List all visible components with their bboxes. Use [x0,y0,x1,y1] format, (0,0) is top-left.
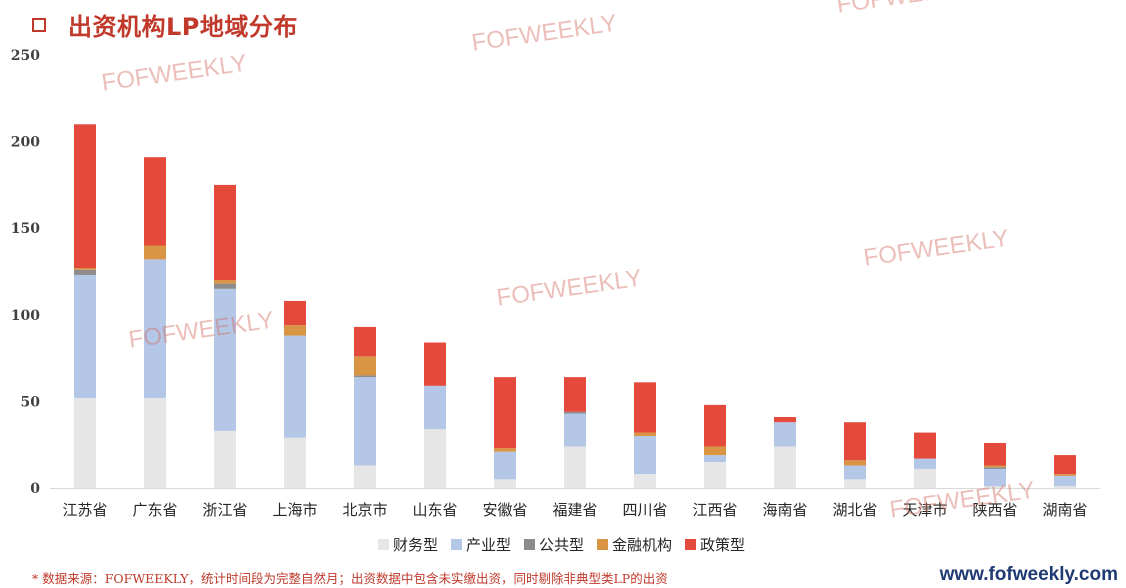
x-tick-label: 海南省 [762,501,807,519]
bar-segment [564,413,586,447]
bar-segment [914,468,936,488]
bar-segment [844,465,866,480]
x-tick-label: 上海市 [272,501,317,519]
bar-segment [634,382,656,433]
bar-segment [214,280,236,284]
legend-swatch [524,539,535,550]
bar-segment [354,326,376,357]
bar-segment [774,416,796,423]
bar-segment [984,486,1006,488]
legend-swatch [378,539,389,550]
x-tick-label: 天津市 [902,501,947,519]
bar-segment [564,411,586,414]
bar-segment [354,465,376,488]
bar-segment [984,467,1006,469]
bar-segment [564,446,586,488]
x-tick-label: 浙江省 [202,501,247,519]
legend-label: 财务型 [393,536,438,554]
bar-segment [214,288,236,431]
bar-segment [74,269,96,275]
bar-segment [74,397,96,488]
bar-segment [284,325,306,336]
x-tick-label: 湖北省 [832,501,877,519]
bar-segment [774,446,796,488]
bar-segment [1054,486,1076,488]
x-tick-label: 安徽省 [482,501,527,519]
bar-segment [634,432,656,437]
x-tick-label: 江西省 [692,501,737,519]
legend-label: 金融机构 [612,536,672,554]
y-tick-label: 50 [21,394,41,410]
bar-segment [844,422,866,461]
bar-segment [914,458,936,469]
bar-segment [984,465,1006,468]
bar-segment [354,377,376,466]
bar-segment [144,397,166,488]
x-tick-label: 山东省 [412,501,457,519]
bar-segment [704,404,726,447]
bar-segment [74,124,96,269]
x-tick-label: 陕西省 [972,501,1017,519]
x-tick-label: 江苏省 [62,501,107,519]
bar-segment [494,448,516,452]
bar-segment [984,468,1006,487]
bar-segment [144,259,166,398]
bar-segment [1054,474,1076,476]
y-tick-label: 150 [11,221,40,237]
page-title: 出资机构LP地域分布 [68,12,298,41]
square-outline-icon [32,18,46,32]
bar-segment [424,429,446,488]
bar-segment [214,283,236,289]
bar-segment [1054,455,1076,475]
footnote: * 数据来源：FOFWEEKLY，统计时间段为完整自然月；出资数据中包含未实缴出… [32,571,668,586]
x-tick-label: 广东省 [132,501,177,519]
x-tick-label: 北京市 [342,501,387,519]
legend-label: 政策型 [700,536,745,554]
bar-segment [214,184,236,281]
bar-segment [704,446,726,456]
y-tick-label: 0 [30,481,40,497]
legend-label: 产业型 [466,536,511,554]
x-tick-label: 四川省 [622,501,667,519]
legend-swatch [597,539,608,550]
bar-segment [704,462,726,488]
legend-swatch [451,539,462,550]
bar-segment [704,455,726,463]
y-tick-label: 100 [11,308,40,324]
bar-segment [564,377,586,412]
bar-segment [284,437,306,488]
x-tick-label: 湖南省 [1042,501,1087,519]
bar-segment [494,479,516,488]
bar-segment [74,274,96,398]
bar-segment [844,460,866,466]
bar-segment [1054,475,1076,487]
bar-segment [844,479,866,488]
title-bar: 出资机构LP地域分布 [32,6,298,42]
bar-segment [494,377,516,449]
bar-segment [424,342,446,386]
legend-swatch [685,539,696,550]
bar-segment [144,157,166,246]
bar-segment [214,430,236,488]
bar-segment [634,436,656,475]
legend-label: 公共型 [539,536,584,554]
bar-segment [424,385,446,430]
bar-segment [74,268,96,270]
bar-segment [284,335,306,438]
bar-segment [634,474,656,488]
bar-segment [494,451,516,480]
y-tick-label: 200 [11,135,40,151]
website-link[interactable]: www.fofweekly.com [939,564,1118,585]
bar-segment [914,432,936,459]
bar-segment [284,300,306,326]
y-tick-label: 250 [11,48,40,64]
bar-segment [354,356,376,376]
bar-segment [984,442,1006,466]
bar-segment [144,245,166,260]
bar-segment [774,422,796,447]
x-tick-label: 福建省 [552,501,597,519]
bar-segment [354,375,376,378]
